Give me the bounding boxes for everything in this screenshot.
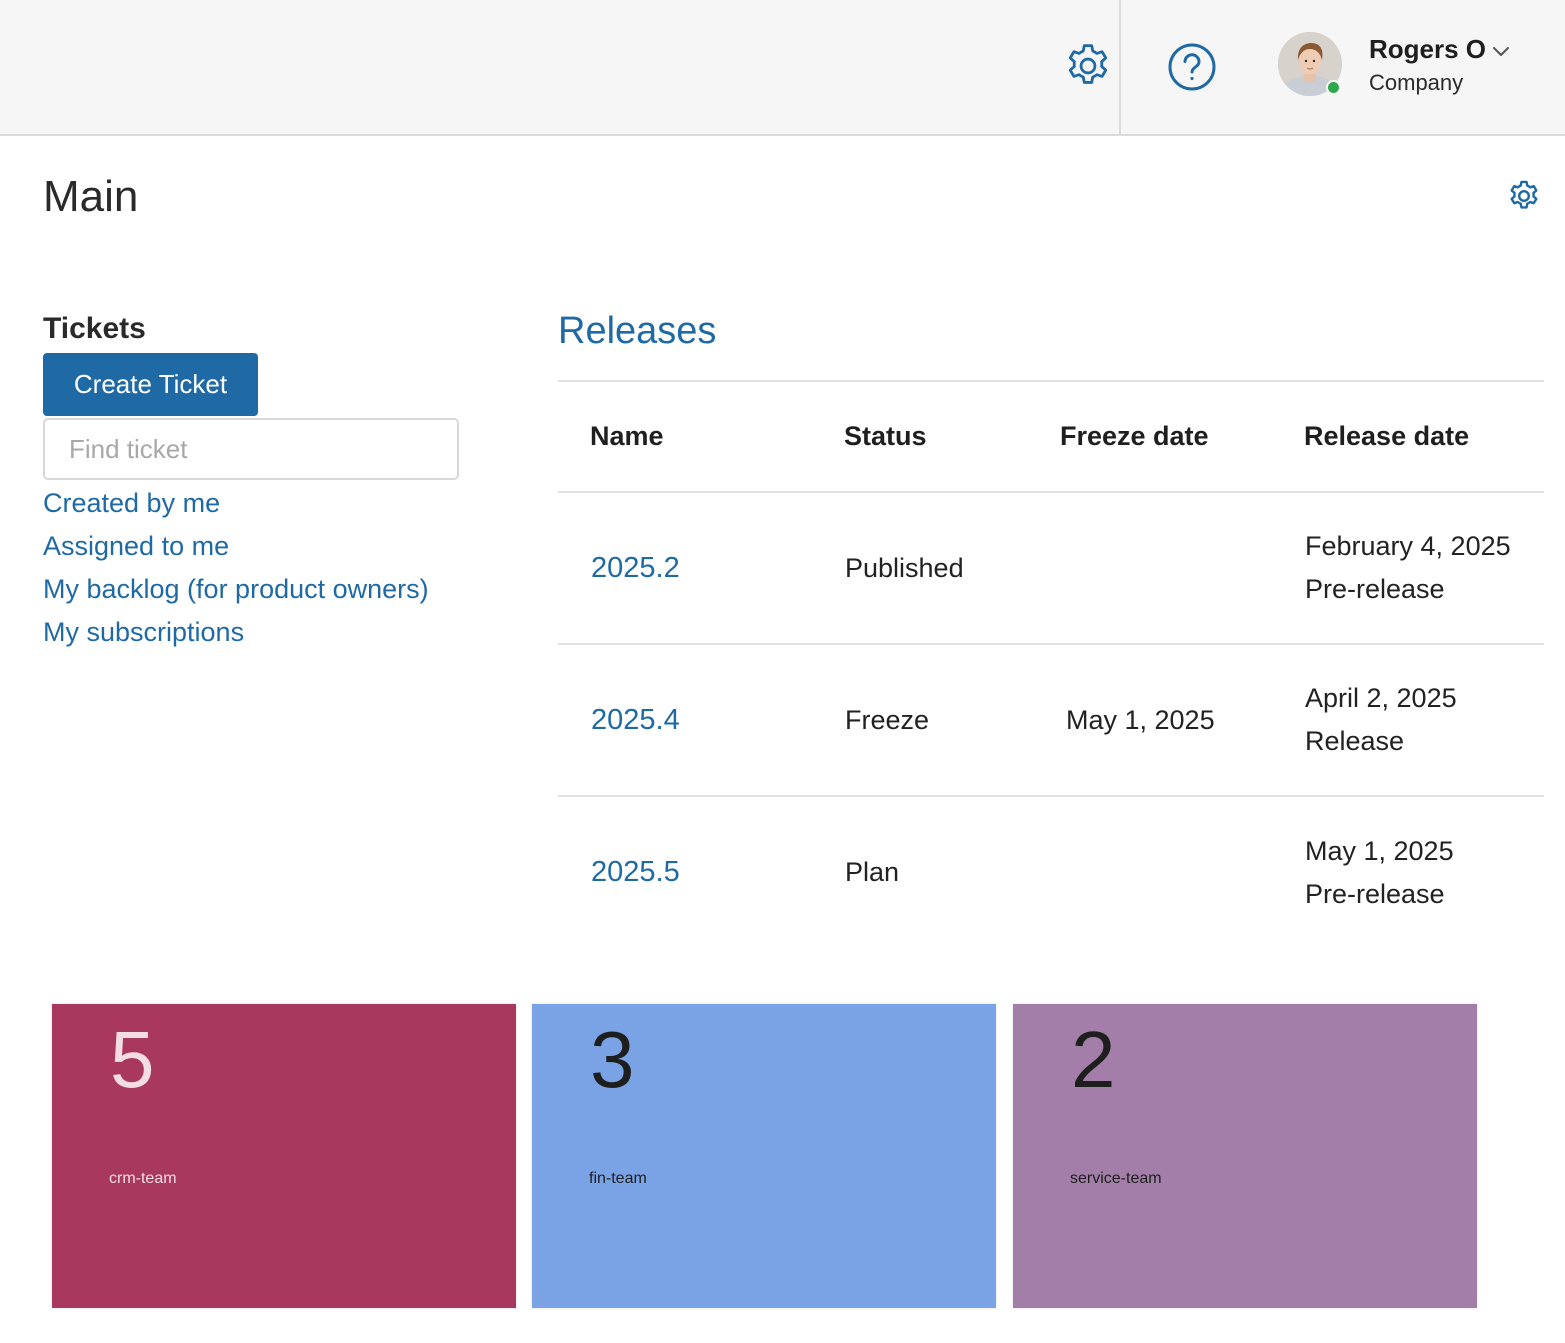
user-name: Rogers O: [1369, 34, 1487, 64]
team-name: crm-team: [109, 1170, 177, 1187]
create-ticket-button[interactable]: Create Ticket: [43, 353, 258, 416]
online-status-dot: [1326, 80, 1341, 95]
user-menu[interactable]: Rogers O Company: [1278, 32, 1538, 102]
release-type: Pre-release: [1305, 574, 1445, 604]
link-my-backlog[interactable]: My backlog (for product owners): [43, 574, 429, 604]
team-name: fin-team: [589, 1170, 647, 1187]
release-link[interactable]: 2025.2: [591, 551, 680, 584]
releases-table: Name Status Freeze date Release date 202…: [558, 380, 1544, 948]
release-freeze-date: May 1, 2025: [1032, 644, 1276, 797]
release-type: Release: [1305, 726, 1405, 756]
release-date: April 2, 2025: [1305, 683, 1457, 713]
release-status: Plan: [845, 857, 900, 887]
column-header-freeze-date: Freeze date: [1032, 380, 1276, 493]
link-assigned-to-me[interactable]: Assigned to me: [43, 531, 230, 561]
link-my-subscriptions[interactable]: My subscriptions: [43, 617, 245, 647]
tickets-heading: Tickets: [43, 312, 146, 345]
table-header-row: Name Status Freeze date Release date: [558, 380, 1544, 493]
release-date: February 4, 2025: [1305, 531, 1511, 561]
release-link[interactable]: 2025.4: [591, 703, 680, 736]
page-title: Main: [43, 172, 139, 221]
gear-icon[interactable]: [1062, 40, 1114, 92]
release-date: May 1, 2025: [1305, 835, 1454, 866]
team-tile-service[interactable]: 2 service-team: [1013, 1004, 1477, 1308]
gear-icon[interactable]: [1506, 178, 1542, 214]
team-name: service-team: [1070, 1170, 1162, 1187]
release-type: Pre-release: [1305, 878, 1445, 909]
release-freeze-date: [1032, 492, 1276, 645]
team-tile-crm[interactable]: 5 crm-team: [52, 1004, 516, 1308]
release-freeze-date: [1032, 796, 1276, 948]
column-header-status: Status: [812, 380, 1032, 493]
chevron-down-icon[interactable]: [1491, 44, 1511, 58]
ticket-links: Created by me Assigned to me My backlog …: [43, 484, 429, 656]
topbar-divider: [1119, 0, 1121, 136]
link-created-by-me[interactable]: Created by me: [43, 488, 221, 518]
team-tile-fin[interactable]: 3 fin-team: [532, 1004, 996, 1308]
help-icon[interactable]: [1167, 42, 1217, 92]
team-ticket-count: 2: [1071, 1015, 1116, 1104]
find-ticket-input[interactable]: [43, 418, 459, 480]
team-ticket-count: 5: [110, 1015, 155, 1104]
table-row: 2025.2 Published February 4, 2025 Pre-re…: [558, 492, 1544, 645]
top-bar: Rogers O Company: [0, 0, 1565, 136]
table-row: 2025.4 Freeze May 1, 2025 April 2, 2025 …: [558, 644, 1544, 797]
release-status: Published: [812, 492, 1032, 645]
release-status: Freeze: [812, 644, 1032, 797]
table-row: 2025.5 Plan May 1, 2025 Pre-release: [558, 796, 1544, 948]
column-header-name: Name: [558, 380, 812, 493]
column-header-release-date: Release date: [1276, 380, 1544, 493]
release-link[interactable]: 2025.5: [591, 856, 680, 888]
avatar: [1278, 32, 1342, 96]
user-company: Company: [1369, 70, 1464, 95]
team-ticket-count: 3: [590, 1015, 635, 1104]
releases-heading[interactable]: Releases: [558, 310, 717, 352]
